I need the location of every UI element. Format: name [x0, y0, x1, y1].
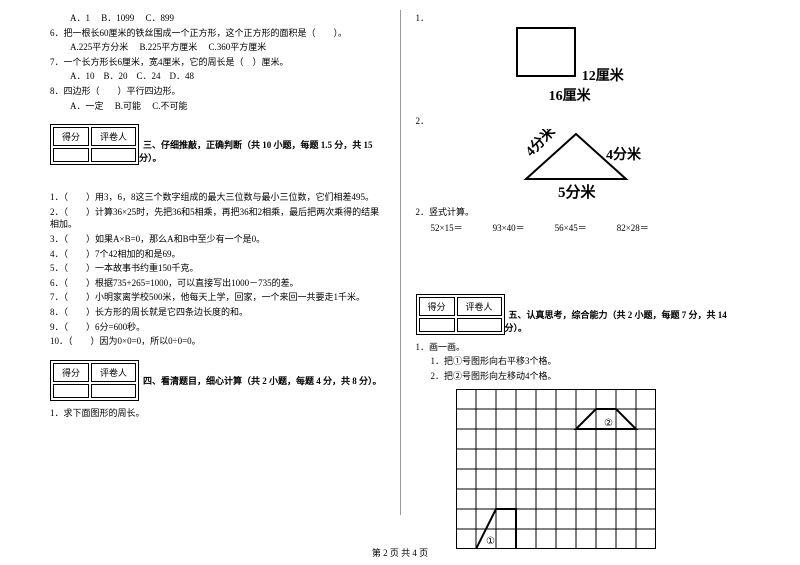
- tri-right-label: 4分米: [606, 146, 642, 163]
- section4-header: 得分 评卷人 四、看清题目，细心计算（共 2 小题，每题 4 分，共 8 分）。: [50, 350, 385, 405]
- section5-title: 五、认真思考，综合能力（共 2 小题，每题 7 分，共 14 分）。: [505, 310, 727, 333]
- judge-7: 7．（ ）小明家离学校500米，他每天上学，回家，一个来回一共要走1千米。: [50, 291, 385, 304]
- score-h1: 得分: [53, 127, 89, 146]
- q5-opt-c: C．899: [146, 13, 175, 23]
- q8-opt-a: A．一定: [70, 101, 104, 111]
- square-shape: [516, 27, 576, 77]
- q8-options: A．一定 B.可能 C.不可能: [50, 100, 385, 113]
- column-divider: [400, 10, 401, 515]
- s5-q1: 1．画一画。: [416, 341, 751, 354]
- judge-8: 8．（ ）长方形的周长就是它四条边长度的和。: [50, 306, 385, 319]
- score-h1: 得分: [419, 297, 455, 316]
- q5-options: A．1 B．1099 C．899: [50, 12, 385, 25]
- q6-opt-c: C.360平方厘米: [209, 42, 267, 52]
- calc-b: 93×40＝: [493, 221, 525, 234]
- judge-6: 6．（ ）根据735+265=1000，可以直接写出1000－735的差。: [50, 277, 385, 290]
- q7-opt-a: A．10: [70, 71, 95, 81]
- s4-q1: 1．求下面图形的周长。: [50, 407, 385, 420]
- section3-title: 三、仔细推敲，正确判断（共 10 小题，每题 1.5 分，共 15 分）。: [139, 140, 373, 163]
- q5-opt-b: B．1099: [101, 13, 134, 23]
- fig2-label: 2．: [416, 115, 751, 128]
- judge-9: 9．（ ）6分=600秒。: [50, 321, 385, 334]
- q7-opt-b: B．20: [104, 71, 128, 81]
- section3-header: 得分 评卷人 三、仔细推敲，正确判断（共 10 小题，每题 1.5 分，共 15…: [50, 114, 385, 169]
- score-box-5: 得分 评卷人: [416, 294, 505, 335]
- tri-bottom-label: 5分米: [558, 183, 597, 201]
- q6-opt-a: A.225平方分米: [70, 42, 128, 52]
- score-h2: 评卷人: [91, 363, 136, 382]
- q7-text: 7．一个长方形长6厘米，宽4厘米，它的周长是（ ）厘米。: [50, 56, 385, 69]
- judge-5: 5．（ ）一本故事书约重150千克。: [50, 262, 385, 275]
- right-column: 1． 12厘米 16厘米 2． 4分米 4分米 5分米 2．竖式计算。 52×1…: [406, 10, 761, 515]
- q7-opt-c: C．24: [137, 71, 161, 81]
- judge-2: 2．（ ）计算36×25时，先把36和5相乘，再把36和2相乘，最后把两次乘得的…: [50, 206, 385, 231]
- s5-q1a: 1．把①号图形向右平移3个格。: [416, 355, 751, 368]
- figure-triangle: 4分米 4分米 5分米: [516, 129, 751, 204]
- grid-figure: ② ①: [456, 389, 751, 551]
- score-h2: 评卷人: [91, 127, 136, 146]
- figure-square: 12厘米 16厘米: [516, 27, 624, 105]
- grid-svg: ② ①: [456, 389, 656, 549]
- q8-text: 8．四边形（ ）平行四边形。: [50, 85, 385, 98]
- q7-options: A．10 B．20 C．24 D．48: [50, 70, 385, 83]
- square-bottom-label: 16厘米: [516, 85, 624, 105]
- left-column: A．1 B．1099 C．899 6．把一根长60厘米的铁丝围成一个正方形，这个…: [40, 10, 395, 515]
- q6-options: A.225平方分米 B.225平方厘米 C.360平方厘米: [50, 41, 385, 54]
- calc-row: 52×15＝ 93×40＝ 56×45＝ 82×28＝: [431, 221, 751, 234]
- calc-a: 52×15＝: [431, 221, 463, 234]
- judge-4: 4．（ ）7个42相加的和是69。: [50, 248, 385, 261]
- score-box-4: 得分 评卷人: [50, 360, 139, 401]
- shape1-label: ①: [486, 536, 495, 547]
- shape2-label: ②: [604, 418, 613, 429]
- judge-3: 3．（ ）如果A×B=0，那么A和B中至少有一个是0。: [50, 233, 385, 246]
- page-container: A．1 B．1099 C．899 6．把一根长60厘米的铁丝围成一个正方形，这个…: [0, 0, 800, 540]
- judge-10: 10．（ ）因为0×0=0，所以0÷0=0。: [50, 335, 385, 348]
- fig1-label: 1．: [416, 12, 751, 25]
- page-footer: 第 2 页 共 4 页: [0, 546, 800, 559]
- triangle-svg: 4分米 4分米 5分米: [516, 129, 656, 204]
- s4-q2: 2．竖式计算。: [416, 206, 751, 219]
- q7-opt-d: D．48: [170, 71, 195, 81]
- score-h2: 评卷人: [457, 297, 502, 316]
- score-h1: 得分: [53, 363, 89, 382]
- section4-title: 四、看清题目，细心计算（共 2 小题，每题 4 分，共 8 分）。: [143, 376, 382, 386]
- calc-c: 56×45＝: [555, 221, 587, 234]
- square-right-label: 12厘米: [582, 65, 624, 85]
- judge-1: 1．（ ）用3，6，8这三个数字组成的最大三位数与最小三位数，它们相差495。: [50, 191, 385, 204]
- q8-opt-c: C.不可能: [152, 101, 187, 111]
- s5-q1b: 2．把②号图形向左移动4个格。: [416, 370, 751, 383]
- q6-opt-b: B.225平方厘米: [140, 42, 198, 52]
- score-box-3: 得分 评卷人: [50, 124, 139, 165]
- q5-opt-a: A．1: [70, 13, 90, 23]
- q6-text: 6．把一根长60厘米的铁丝围成一个正方形，这个正方形的面积是（ ）。: [50, 27, 385, 40]
- calc-d: 82×28＝: [617, 221, 649, 234]
- section5-header: 得分 评卷人 五、认真思考，综合能力（共 2 小题，每题 7 分，共 14 分）…: [416, 284, 751, 339]
- q8-opt-b: B.可能: [115, 101, 141, 111]
